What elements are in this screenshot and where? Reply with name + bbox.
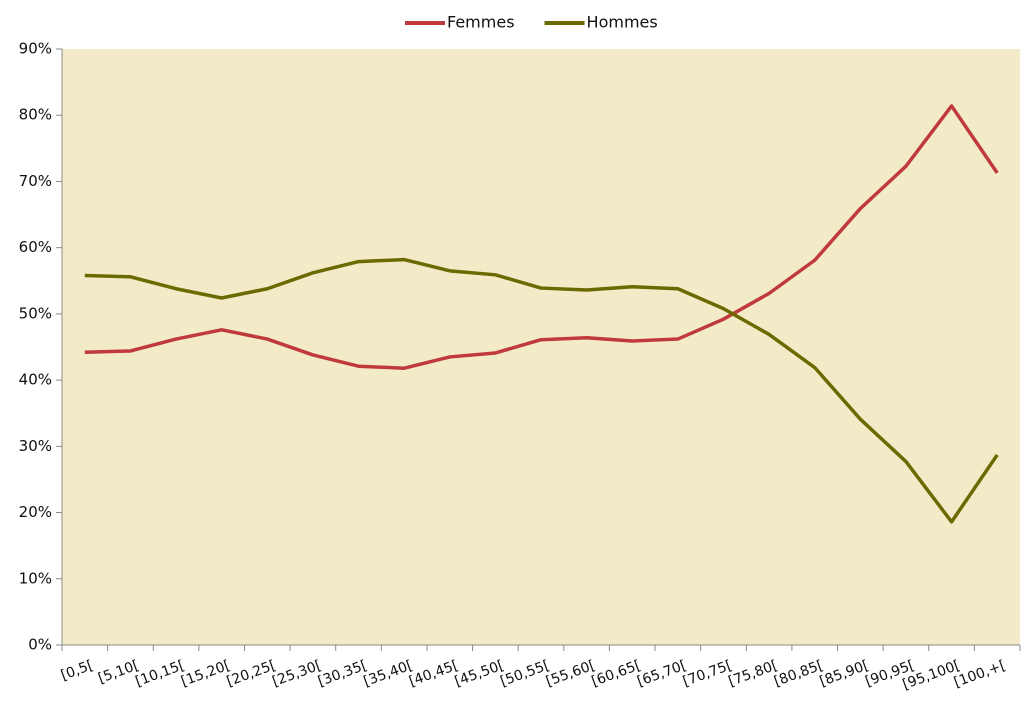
x-tick-label: [0,5[ bbox=[59, 657, 96, 683]
y-tick-label: 20% bbox=[19, 503, 52, 521]
x-tick-label: [5,10[ bbox=[96, 657, 141, 686]
x-tick-label: [100,+[ bbox=[952, 657, 1008, 690]
x-tick-label: [75,80[ bbox=[726, 657, 779, 689]
x-tick-label: [20,25[ bbox=[225, 657, 278, 689]
x-tick-label: [15,20[ bbox=[179, 657, 232, 689]
x-tick-label: [55,60[ bbox=[544, 657, 597, 689]
y-tick-label: 30% bbox=[19, 437, 52, 455]
x-tick-label: [35,40[ bbox=[361, 657, 414, 689]
y-tick-label: 40% bbox=[19, 371, 52, 389]
x-tick-label: [25,30[ bbox=[270, 657, 323, 689]
x-tick-label: [60,65[ bbox=[590, 657, 643, 689]
x-tick-label: [30,35[ bbox=[316, 657, 369, 689]
series-line bbox=[84, 257, 999, 524]
legend-label: Femmes bbox=[447, 13, 515, 32]
x-tick-label: [70,75[ bbox=[681, 657, 734, 689]
series-line bbox=[84, 104, 999, 370]
y-tick-label: 0% bbox=[28, 636, 52, 654]
plot-area bbox=[62, 49, 1020, 645]
legend-label: Hommes bbox=[587, 13, 658, 32]
y-tick-label: 70% bbox=[19, 172, 52, 190]
y-tick-label: 10% bbox=[19, 569, 52, 587]
x-tick-label: [65,70[ bbox=[635, 657, 688, 689]
x-tick-label: [50,55[ bbox=[498, 657, 551, 689]
x-tick-label: [85,90[ bbox=[818, 657, 871, 689]
x-tick-label: [80,85[ bbox=[772, 657, 825, 689]
x-tick-label: [10,15[ bbox=[133, 657, 186, 689]
x-tick-label: [45,50[ bbox=[453, 657, 506, 689]
y-tick-label: 50% bbox=[19, 304, 52, 322]
x-tick-label: [40,45[ bbox=[407, 657, 460, 689]
y-tick-label: 60% bbox=[19, 238, 52, 256]
y-tick-label: 90% bbox=[19, 40, 52, 58]
y-tick-label: 80% bbox=[19, 106, 52, 124]
